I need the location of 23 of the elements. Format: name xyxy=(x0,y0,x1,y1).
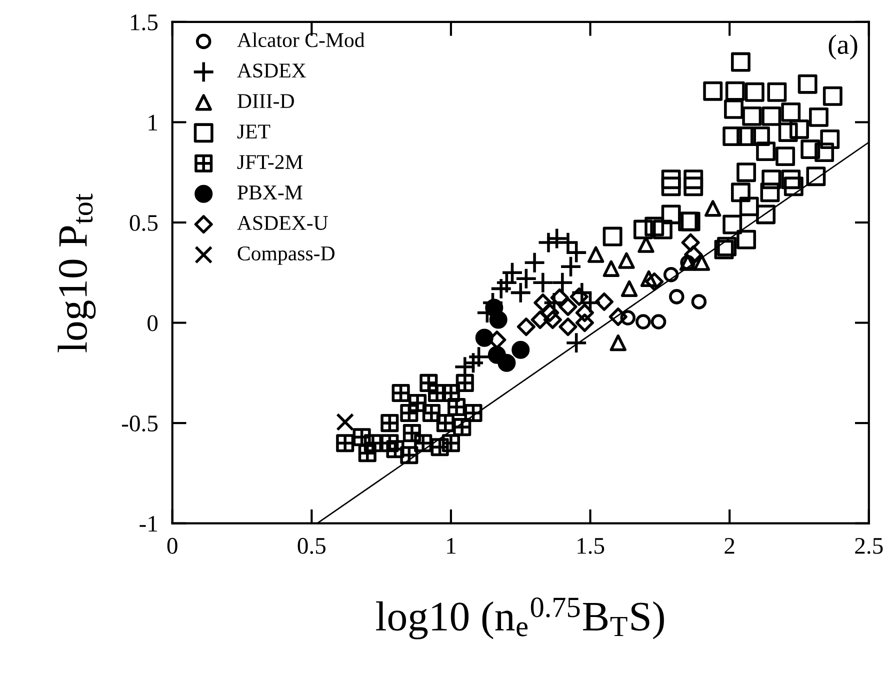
x-tick-label: 2.5 xyxy=(855,538,883,554)
x-tick-label: 1.5 xyxy=(578,538,604,554)
y-tick-label: 1 xyxy=(148,114,158,130)
x-tick-label: 2 xyxy=(724,538,734,554)
x-tick-label: 0 xyxy=(167,538,178,554)
y-tick-label: 0 xyxy=(148,315,158,332)
legend-label: Compass-D xyxy=(238,246,334,265)
x-axis-title: log10 (n$_{e}$$^{0.75}$B$_{T}$S) xyxy=(376,598,664,640)
y-tick-label: -1 xyxy=(140,516,158,532)
legend-label: PBX-M xyxy=(238,186,302,200)
x-tick-label: 1 xyxy=(447,538,456,554)
legend-label: DIII-D xyxy=(238,94,294,108)
annotation: (a) xyxy=(828,34,858,60)
legend-label: JFT-2M xyxy=(237,155,303,170)
x-tick-label: 0.5 xyxy=(298,538,326,554)
legend-label: ASDEX-U xyxy=(237,216,328,230)
y-tick-label: 0.5 xyxy=(130,214,158,232)
y-tick-label: -0.5 xyxy=(122,416,158,432)
y-axis-title: log10 P$_{tot}$ xyxy=(58,194,96,352)
legend-label: ASDEX xyxy=(237,64,306,78)
legend-label: Alcator C-Mod xyxy=(237,32,365,48)
y-tick-label: 1.5 xyxy=(131,14,158,30)
legend-label: JET xyxy=(237,124,270,139)
